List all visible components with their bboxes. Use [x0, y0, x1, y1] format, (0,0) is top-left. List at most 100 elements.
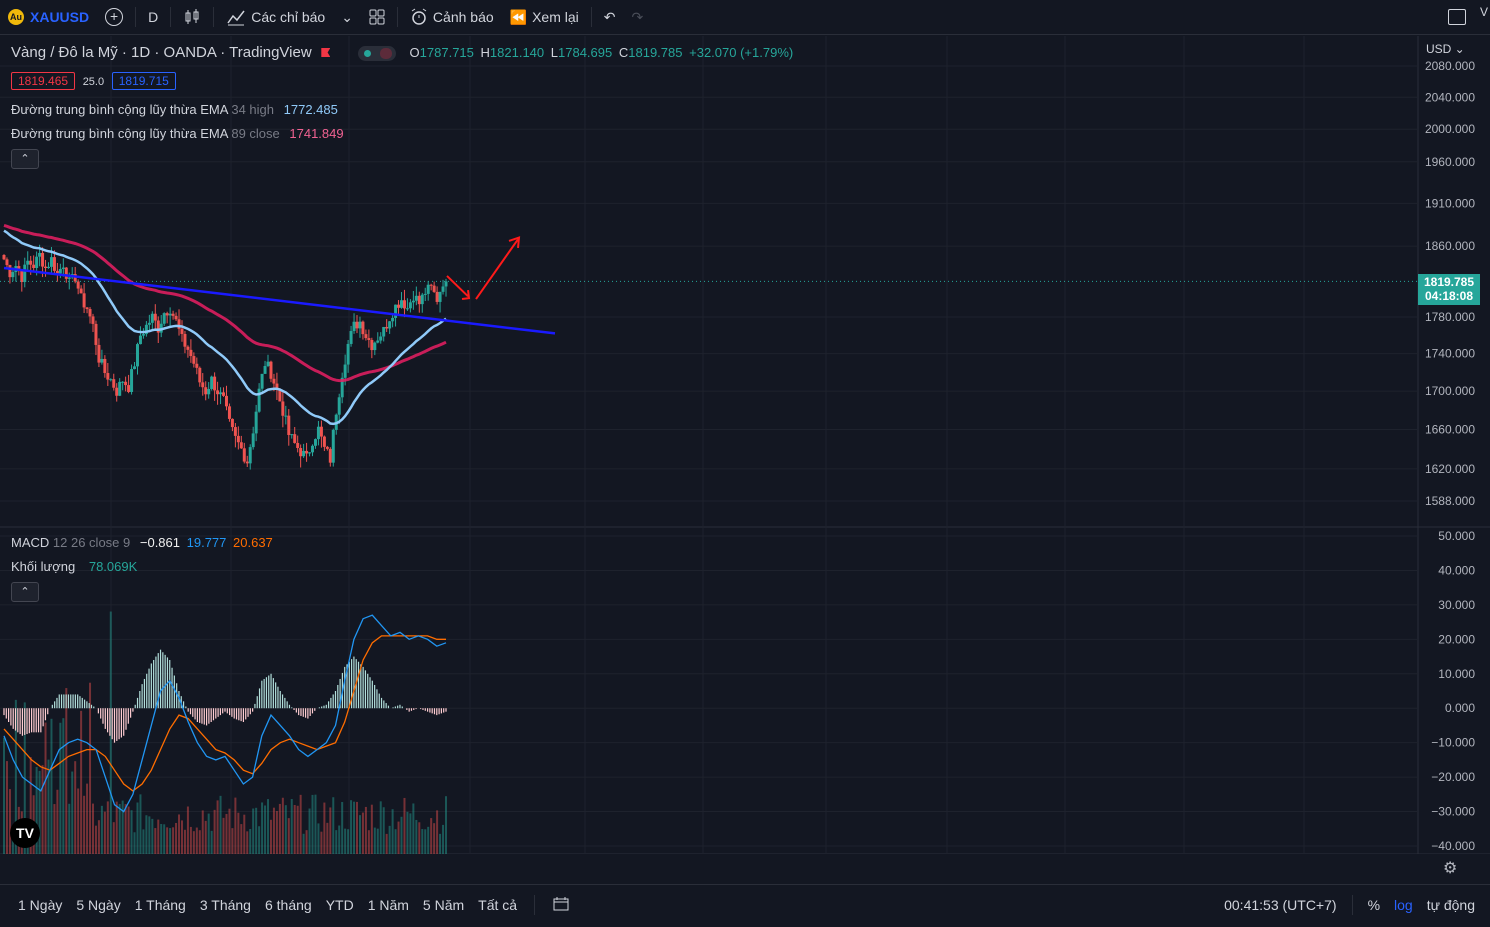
candle-body — [124, 381, 128, 386]
volume-bar — [222, 817, 225, 854]
collapse-legend-button[interactable]: ⌃ — [11, 149, 39, 169]
volume-bar — [278, 803, 281, 854]
indicators-icon — [227, 10, 245, 26]
ema89-legend[interactable]: Đường trung bình cộng lũy thừa EMA 89 cl… — [11, 126, 344, 141]
volume-bar — [201, 810, 204, 854]
candle-body — [367, 338, 371, 340]
tradingview-logo[interactable]: TV — [10, 818, 40, 848]
candle-body — [147, 322, 151, 325]
collapse-macd-legend-button[interactable]: ⌃ — [11, 582, 39, 602]
candle-body — [438, 291, 442, 302]
volume-bar — [163, 824, 166, 854]
chart-type-button[interactable] — [175, 0, 209, 34]
volume-bar — [296, 805, 299, 854]
volume-bar — [89, 682, 92, 854]
range-all[interactable]: Tất cả — [478, 897, 518, 913]
macd-legend[interactable]: MACD 12 26 close 9 −0.861 19.777 20.637 — [11, 535, 273, 550]
timezone-clock[interactable]: 00:41:53 (UTC+7) — [1224, 897, 1337, 913]
volume-bar — [136, 802, 139, 854]
volume-bar — [267, 799, 270, 854]
settings-button[interactable]: ⚙ — [1443, 858, 1457, 878]
candle-body — [97, 344, 101, 363]
percent-scale-toggle[interactable]: % — [1367, 897, 1381, 913]
candle-body — [67, 277, 71, 279]
volume-bar — [189, 826, 192, 854]
candle-body — [308, 452, 312, 454]
volume-bar — [198, 830, 201, 854]
candle-body — [168, 313, 172, 316]
volume-bar — [320, 831, 323, 854]
redo-button[interactable]: ↷ — [624, 0, 652, 34]
range-6m[interactable]: 6 tháng — [264, 897, 312, 913]
buy-price-button[interactable]: 1819.715 — [111, 72, 176, 90]
main-legend: Vàng / Đô la Mỹ · 1D · OANDA · TradingVi… — [11, 44, 793, 62]
macd-tick-label: −30.000 — [1431, 805, 1475, 819]
undo-button[interactable]: ↶ — [596, 0, 624, 34]
candle-body — [420, 294, 424, 305]
candle-body — [130, 369, 134, 392]
candle-body — [340, 377, 344, 398]
log-scale-toggle[interactable]: log — [1394, 897, 1413, 913]
candle-body — [302, 450, 306, 457]
candle-body — [76, 281, 80, 289]
range-1m[interactable]: 1 Tháng — [134, 897, 186, 913]
candle-body — [358, 321, 362, 329]
candle-body — [316, 426, 320, 440]
divider — [213, 7, 215, 27]
candle-body — [325, 446, 329, 449]
symbol-button[interactable]: Au XAUUSD — [0, 0, 97, 34]
range-5y[interactable]: 5 Năm — [422, 897, 465, 913]
candle-body — [165, 313, 169, 316]
candle-body — [269, 361, 273, 379]
volume-legend[interactable]: Khối lượng 78.069K — [11, 559, 137, 574]
candle-body — [41, 252, 45, 267]
sell-price-button[interactable]: 1819.465 — [11, 72, 76, 90]
candle-body — [23, 264, 27, 283]
templates-button[interactable] — [361, 0, 393, 34]
volume-bar — [3, 737, 5, 854]
volume-bar — [100, 805, 103, 854]
candle-body — [322, 436, 326, 447]
volume-bar — [326, 822, 329, 854]
indicators-button[interactable]: Các chỉ báo — [218, 0, 333, 34]
fullscreen-button[interactable] — [1440, 0, 1474, 34]
range-5d[interactable]: 5 Ngày — [76, 897, 121, 913]
volume-bar — [65, 688, 68, 854]
macd-name: MACD — [11, 535, 50, 550]
alert-button[interactable]: Cảnh báo — [402, 0, 502, 34]
volume-bar — [439, 833, 442, 854]
range-ytd[interactable]: YTD — [325, 897, 354, 913]
spread-value: 25.0 — [82, 76, 105, 88]
interval-button[interactable]: D — [148, 9, 159, 25]
range-1y[interactable]: 1 Năm — [367, 897, 409, 913]
macd-tick-label: −20.000 — [1431, 770, 1475, 784]
volume-bar — [74, 761, 77, 854]
volume-bar — [258, 826, 261, 854]
volume-bar — [314, 794, 317, 854]
volume-bar — [284, 805, 287, 854]
currency-selector[interactable]: USD ⌄ — [1426, 42, 1465, 56]
range-1d[interactable]: 1 Ngày — [18, 897, 63, 913]
replay-button[interactable]: ⏪ Xem lại — [502, 0, 587, 34]
layout-dropdown[interactable]: ⌄ — [333, 0, 361, 34]
open-label: O — [409, 45, 420, 60]
ema34-legend[interactable]: Đường trung bình cộng lũy thừa EMA 34 hi… — [11, 102, 338, 117]
volume-bar — [237, 812, 240, 854]
candle-body — [245, 461, 249, 464]
market-status-badge[interactable] — [357, 46, 396, 62]
candle-body — [213, 376, 217, 391]
candle-body — [379, 336, 383, 341]
candle-body — [100, 358, 104, 363]
volume-bar — [394, 829, 397, 854]
range-3m[interactable]: 3 Tháng — [199, 897, 251, 913]
volume-bar — [127, 806, 130, 854]
volume-bar — [160, 823, 163, 854]
up-arrow-head — [508, 236, 521, 249]
volume-bar — [427, 826, 430, 854]
compare-symbol-button[interactable]: + — [97, 0, 131, 34]
volume-bar — [41, 765, 44, 854]
date-range-button[interactable] — [545, 896, 577, 915]
auto-scale-toggle[interactable]: tự động — [1426, 897, 1475, 913]
